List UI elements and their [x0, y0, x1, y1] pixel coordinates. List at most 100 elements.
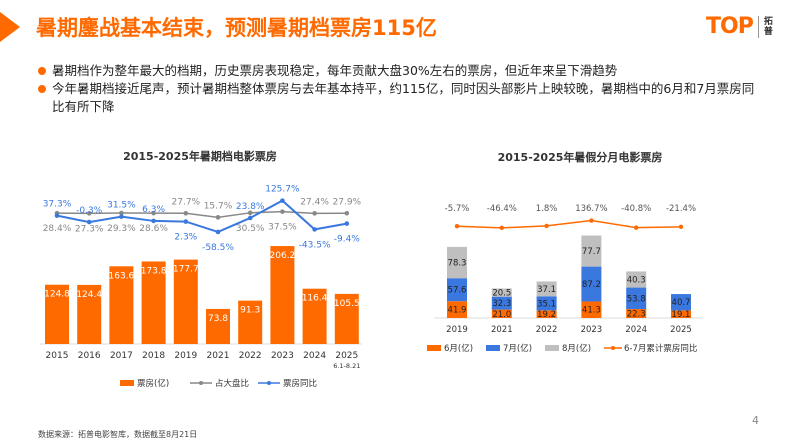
- yoy-label: -58.5%: [202, 243, 234, 253]
- chart2-bar-label: 37.1: [537, 285, 556, 295]
- line-point: [544, 223, 549, 229]
- chart1-x-tick: 2018: [142, 351, 165, 361]
- chart2-bar-segment: [581, 235, 602, 267]
- chart1-bar: [238, 300, 263, 344]
- line-point: [678, 224, 684, 230]
- legend-marker: [611, 346, 615, 350]
- data-source: 数据来源：拓普电影智库，数据截至8月21日: [38, 430, 198, 439]
- chart2-bar-segment: [491, 288, 512, 297]
- yoy-label: 37.3%: [43, 200, 72, 210]
- chart2-bar-label: 41.3: [582, 306, 601, 316]
- share-label: 29.3%: [107, 224, 136, 234]
- share-label: 27.9%: [333, 197, 362, 207]
- logo-divider: [757, 15, 759, 38]
- yoy-label: 23.8%: [236, 202, 265, 212]
- chart2-bar-label: 77.7: [582, 247, 601, 257]
- cumulative-yoy-label: -46.4%: [487, 204, 517, 214]
- line-point: [54, 213, 60, 218]
- chart2-bar-label: 87.2: [582, 280, 601, 290]
- chart2-bar-label: 57.6: [448, 286, 467, 296]
- chart2-bar-segment: [447, 301, 467, 318]
- share-line: [56, 210, 347, 219]
- chart2-bar-segment: [447, 278, 467, 302]
- chart2-bar-label: 40.7: [672, 298, 691, 308]
- chart1-bar: [141, 261, 166, 344]
- line-point: [183, 219, 189, 224]
- line-point: [119, 214, 124, 219]
- line-point: [151, 210, 156, 216]
- chart1-bar: [206, 308, 230, 344]
- legend-label: 票房(亿): [137, 378, 169, 389]
- chart2-bar-segment: [671, 310, 691, 318]
- legend-bar-swatch: [486, 345, 500, 351]
- line-point: [280, 209, 285, 214]
- chart1-bar: [173, 259, 198, 344]
- line-point: [215, 229, 221, 235]
- chart2-bar-label: 20.5: [492, 289, 511, 299]
- share-label: 27.4%: [300, 197, 329, 207]
- chart1-bar: [109, 266, 134, 344]
- yoy-label: 125.7%: [265, 185, 300, 195]
- chart1-bar-label: 124.8: [44, 290, 70, 300]
- chart2-bar-label: 32.3: [492, 299, 511, 309]
- chart1-bar: [45, 284, 69, 344]
- chart2-bar-label: 78.3: [448, 259, 467, 269]
- logo-cn: 拓普: [763, 16, 773, 37]
- chart2-x-tick: 2021: [491, 325, 513, 335]
- line-point: [280, 198, 285, 203]
- chart1-bar: [77, 284, 102, 344]
- chart1-bar: [302, 288, 327, 344]
- cumulative-yoy-label: -21.4%: [666, 204, 696, 214]
- chart1-bar-label: 73.8: [208, 314, 228, 324]
- chart2-bar-segment: [536, 296, 557, 311]
- chart1-bar-label: 105.5: [334, 299, 360, 309]
- line-point: [344, 210, 350, 216]
- line-point: [183, 210, 189, 216]
- chart1-bar-label: 124.4: [76, 290, 102, 300]
- legend-marker: [199, 381, 203, 385]
- chart2-bar-label: 41.9: [448, 306, 467, 316]
- legend-bar-swatch: [120, 380, 134, 386]
- chart2-bar-segment: [626, 309, 647, 318]
- share-label: 27.3%: [75, 224, 104, 234]
- chart1-bar-label: 173.8: [141, 266, 167, 276]
- chart1-x-tick: 2024: [303, 351, 326, 361]
- line-point: [499, 225, 504, 231]
- chart2-x-tick: 2025: [670, 325, 692, 335]
- line-point: [86, 219, 92, 225]
- page-title: 暑期鏖战基本结束，预测暑期档票房115亿: [36, 16, 437, 40]
- chart2-bar-label: 35.1: [537, 299, 556, 309]
- legend-label: 占大盘比: [215, 378, 249, 389]
- chart1-bar-label: 116.4: [302, 294, 328, 304]
- chart1-title: 2015-2025年暑期档电影票房: [123, 149, 277, 163]
- chart2-bar-label: 19.1: [672, 310, 691, 320]
- chart2-x-tick: 2019: [446, 325, 468, 335]
- title-arrow-icon: [0, 12, 20, 42]
- chart1-bar-label: 91.3: [240, 306, 260, 316]
- chart2-bar-label: 21.0: [492, 310, 511, 320]
- line-point: [312, 211, 317, 216]
- chart2-bar-segment: [626, 287, 647, 310]
- chart1-bar: [334, 293, 359, 344]
- cumulative-yoy-label: -5.7%: [445, 204, 470, 214]
- legend-marker: [267, 381, 271, 385]
- logo: TOP 拓普: [706, 14, 774, 39]
- legend-bar-swatch: [427, 345, 441, 351]
- line-point: [344, 221, 350, 226]
- share-label: 28.6%: [139, 224, 168, 234]
- share-label: 37.5%: [268, 223, 297, 233]
- chart1-x-tick: 2016: [78, 351, 101, 361]
- chart2-bar-segment: [581, 301, 602, 318]
- chart1-x-tick: 2025: [335, 351, 358, 361]
- line-point: [247, 210, 253, 216]
- chart2-bar-segment: [491, 296, 512, 310]
- yoy-label: -9.4%: [334, 235, 361, 245]
- yoy-label: 2.3%: [174, 233, 197, 243]
- chart2-x-tick: 2024: [625, 325, 647, 335]
- line-point: [589, 218, 594, 223]
- cumulative-yoy-label: 136.7%: [575, 204, 607, 214]
- chart1-bar: [270, 246, 295, 344]
- legend-bar-swatch: [545, 345, 559, 351]
- chart2-bar-segment: [491, 309, 512, 318]
